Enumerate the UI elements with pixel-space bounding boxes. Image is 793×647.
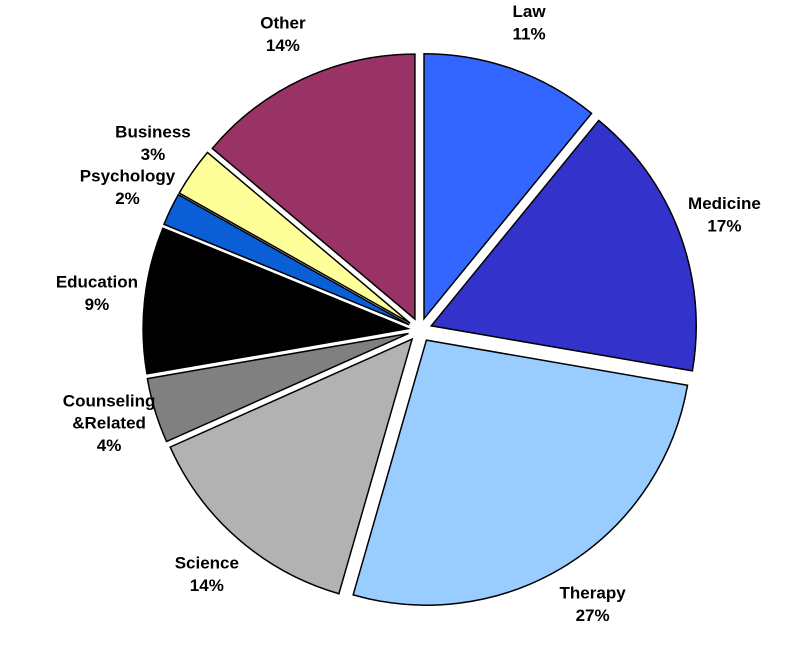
slice-label-line: Therapy [560,584,627,603]
slice-label: Business [115,123,191,142]
slice-label-line: Education [56,273,138,292]
pie-slice [423,52,593,321]
slice-label-line: Psychology [80,167,176,186]
slice-label: Therapy [560,584,627,603]
pie-slice [211,53,416,321]
slice-label-line: Counseling [63,392,156,411]
slice-value-label: 14% [266,36,300,55]
pie-slice [169,337,414,595]
slice-value-label: 14% [190,576,224,595]
slice-value-label: 3% [141,145,166,164]
slice-label-line: &Related [72,414,146,433]
slice-value-label: 4% [97,436,122,455]
slice-value-label: 9% [85,295,110,314]
pie-slice [429,119,697,372]
slice-label: Law [513,2,547,21]
slice-label: Education [56,273,138,292]
pie-slice [352,339,689,606]
pie-slice [146,332,409,443]
slice-label-line: Medicine [688,195,761,214]
slice-label: Science [175,554,239,573]
slice-label: Counseling &Related [63,392,156,433]
pie-slice [163,193,410,326]
slice-value-label: 17% [707,217,741,236]
slice-label-line: Law [513,2,547,21]
pie-slice [178,151,411,324]
slice-label: Psychology [80,167,176,186]
slice-value-label: 27% [576,606,610,625]
slice-label: Other [260,14,306,33]
slice-label-line: Business [115,123,191,142]
pie-slice [142,227,411,375]
slice-label-line: Science [175,554,239,573]
slice-value-label: 2% [115,189,140,208]
slice-label: Medicine [688,195,761,214]
slice-value-label: 11% [512,24,545,43]
slice-label-line: Other [260,14,306,33]
